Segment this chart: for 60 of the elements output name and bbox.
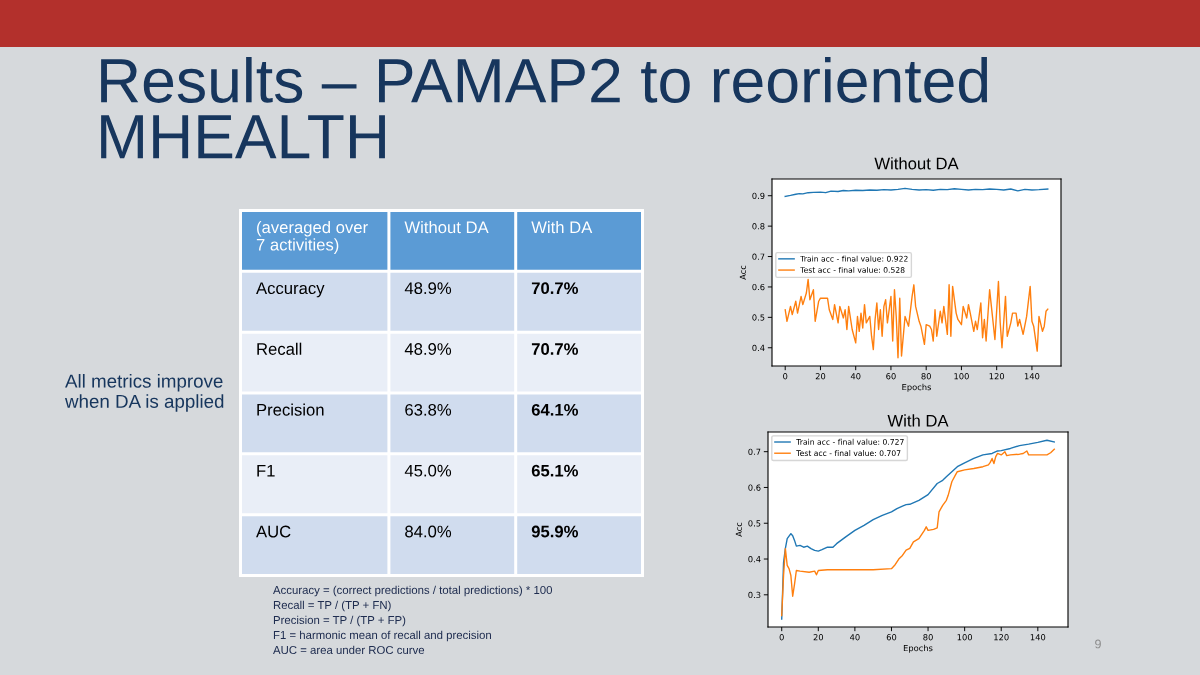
text: 48.9%: [404, 282, 452, 295]
text: Accuracy = (correct predictions / total predictions) * 100: [273, 585, 553, 597]
x-tick-label: 120: [989, 373, 1005, 380]
line-series: [784, 278, 1049, 359]
x-tick-label: 40: [850, 373, 861, 380]
chart-title: Without DA: [874, 157, 959, 170]
y-tick-label: 0.9: [752, 192, 765, 200]
chart-title: With DA: [887, 414, 949, 427]
x-axis-title: Epochs: [902, 383, 932, 392]
x-tick-label: 20: [815, 373, 826, 380]
category-label: Accuracy: [256, 282, 325, 298]
x-tick-label: 100: [954, 373, 969, 380]
y-tick-label: 0.8: [752, 223, 765, 230]
category-label: Precision: [257, 403, 324, 416]
y-tick-label: 0.4: [748, 556, 761, 563]
category-label: With DA: [531, 221, 593, 234]
x-tick-label: 0: [783, 373, 788, 380]
text: 45.0%: [404, 464, 452, 477]
line-series: [784, 187, 1049, 198]
x-axis-title: Epochs: [903, 644, 933, 653]
y-axis-title: Acc: [739, 265, 747, 280]
text: 95.9%: [531, 525, 579, 538]
y-tick-label: 0.5: [752, 314, 765, 321]
text: 70.7%: [531, 343, 579, 355]
text: 9: [1095, 639, 1101, 649]
y-tick-label: 0.5: [748, 520, 761, 527]
text: All metrics improve when DA is applied: [64, 374, 224, 412]
category-label: Recall: [257, 342, 302, 355]
x-tick-label: 80: [923, 634, 933, 641]
x-tick-label: 100: [957, 634, 973, 641]
category-label: F1: [257, 464, 275, 477]
x-tick-label: 140: [1030, 634, 1046, 641]
text: Precision = TP / (TP + FP): [273, 615, 406, 627]
y-axis-title: Acc: [735, 522, 743, 537]
y-tick-label: 0.7: [748, 448, 761, 455]
text: AUC = area under ROC curve: [273, 645, 425, 655]
text: Recall = TP / (TP + FN): [273, 600, 391, 612]
text: 84.0%: [405, 525, 452, 538]
x-tick-label: 40: [850, 634, 860, 641]
text: 63.8%: [405, 403, 452, 416]
text: 70.7%: [531, 282, 579, 295]
y-tick-label: 0.6: [748, 484, 761, 491]
x-tick-label: 120: [994, 634, 1009, 641]
category-label: AUC: [256, 525, 291, 538]
text: 64.1%: [531, 403, 579, 416]
x-tick-label: 140: [1024, 373, 1040, 380]
y-tick-label: 0.4: [752, 344, 765, 352]
y-tick-label: 0.3: [748, 591, 761, 599]
x-tick-label: 20: [813, 634, 824, 641]
x-tick-label: 80: [921, 373, 931, 380]
text: (averaged over 7 activities): [256, 221, 368, 254]
x-tick-label: 60: [886, 373, 896, 380]
x-tick-label: 0: [779, 634, 784, 641]
text: 65.1%: [531, 464, 579, 477]
y-tick-label: 0.7: [752, 253, 765, 260]
text: F1 = harmonic mean of recall and precision: [273, 630, 491, 642]
x-tick-label: 60: [886, 634, 897, 641]
category-label: Without DA: [404, 221, 489, 234]
y-tick-label: 0.6: [752, 283, 765, 291]
text: 48.9%: [404, 343, 452, 355]
